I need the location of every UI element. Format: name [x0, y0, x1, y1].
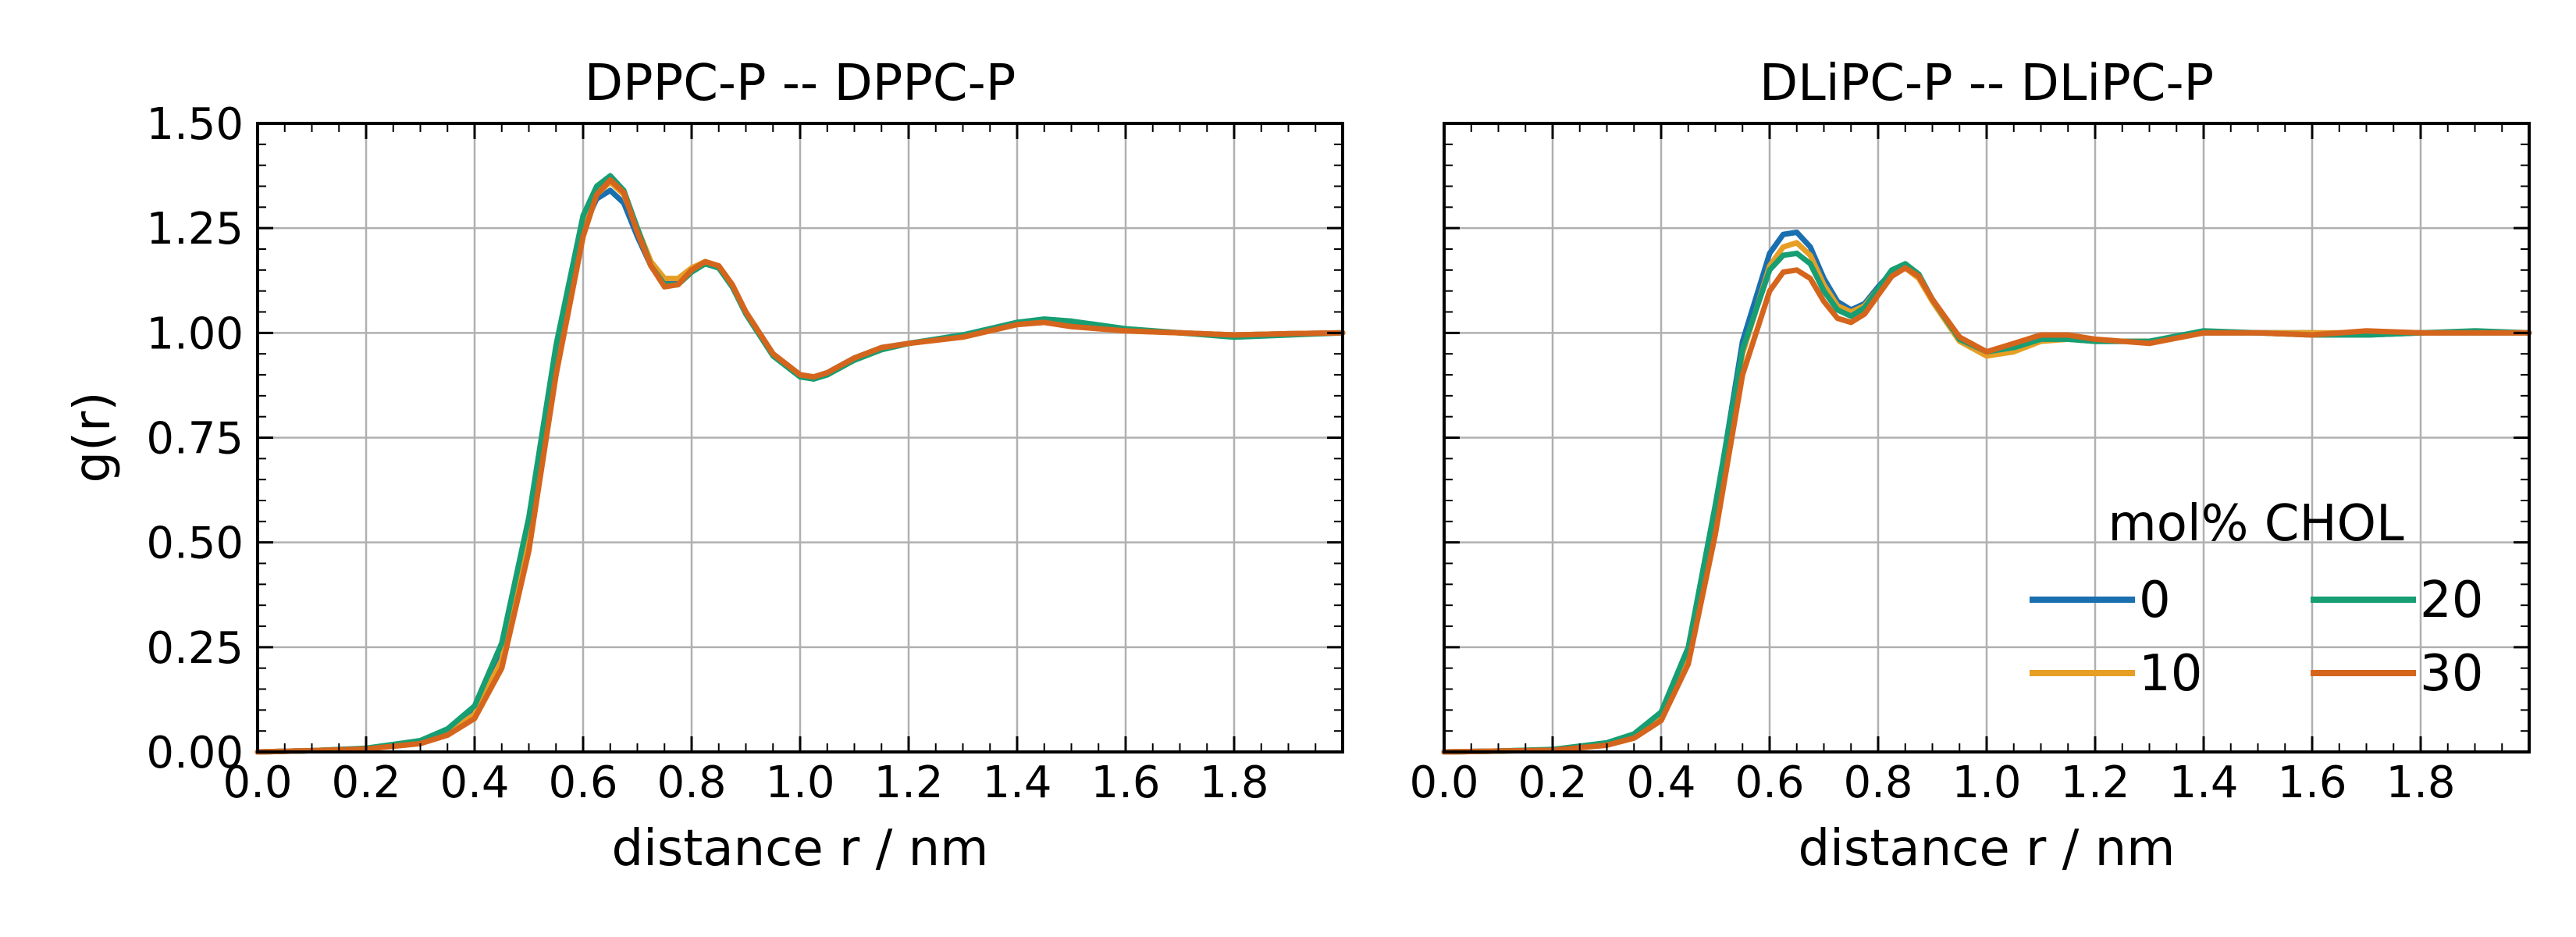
legend-label-1: 20 — [2420, 572, 2483, 629]
series-line-30 — [1441, 265, 2532, 755]
panel-title: DPPC-P -- DPPC-P — [585, 55, 1016, 112]
y-tick-labels: 0.00 0.25 0.50 0.75 1.00 1.25 1.50 — [146, 99, 244, 778]
panel-dlipc: 0.0 0.2 0.4 0.6 0.8 1.0 1.2 1.4 1.6 1.8 DLiPC-P -… — [1409, 55, 2532, 878]
legend: mol% CHOL 0 20 10 30 — [2030, 495, 2483, 703]
x-tick-label: 0.2 — [331, 757, 400, 808]
y-tick-label: 0.25 — [146, 623, 244, 674]
legend-label-0: 0 — [2139, 572, 2171, 629]
legend-title: mol% CHOL — [2108, 495, 2404, 553]
y-tick-label: 1.50 — [146, 99, 244, 150]
x-tick-label: 1.2 — [873, 757, 943, 808]
series-lines — [1441, 230, 2532, 755]
x-tick-labels: 0.0 0.2 0.4 0.6 0.8 1.0 1.2 1.4 1.6 1.8 — [222, 757, 1268, 808]
y-tick-label: 1.25 — [146, 204, 244, 255]
x-tick-label: 1.0 — [1952, 757, 2021, 808]
x-tick-label: 0.4 — [1626, 757, 1695, 808]
x-tick-label: 1.4 — [2169, 757, 2238, 808]
x-tick-label: 0.6 — [548, 757, 617, 808]
x-tick-label: 1.4 — [982, 757, 1051, 808]
x-axis-label: distance r / nm — [1799, 820, 2176, 878]
y-tick-label: 0.00 — [146, 728, 244, 778]
x-axis-label: distance r / nm — [612, 820, 989, 878]
x-tick-label: 0.6 — [1735, 757, 1804, 808]
x-tick-label: 1.8 — [1199, 757, 1268, 808]
legend-label-3: 30 — [2420, 645, 2483, 703]
y-axis-label: g(r) — [64, 392, 122, 483]
y-tick-label: 0.75 — [146, 414, 244, 465]
axis-ticks — [256, 122, 1343, 754]
x-tick-label: 0.8 — [656, 757, 726, 808]
x-tick-label: 1.2 — [2060, 757, 2129, 808]
series-line-30 — [254, 176, 1346, 755]
x-tick-labels: 0.0 0.2 0.4 0.6 0.8 1.0 1.2 1.4 1.6 1.8 — [1409, 757, 2455, 808]
x-tick-label: 0.2 — [1517, 757, 1587, 808]
y-tick-label: 0.50 — [146, 518, 244, 569]
panel-dppc: 0.0 0.2 0.4 0.6 0.8 1.0 1.2 1.4 1.6 1.8 0.000.250… — [64, 55, 1346, 878]
x-tick-label: 1.0 — [765, 757, 834, 808]
panel-title: DLiPC-P -- DLiPC-P — [1759, 55, 2214, 112]
x-tick-label: 0.8 — [1843, 757, 1912, 808]
x-tick-label: 0.4 — [439, 757, 509, 808]
x-tick-label: 0.0 — [1409, 757, 1478, 808]
series-lines — [254, 173, 1346, 755]
x-tick-label: 1.6 — [1091, 757, 1160, 808]
x-tick-label: 0.0 — [222, 757, 292, 808]
x-tick-label: 1.8 — [2386, 757, 2455, 808]
y-tick-label: 1.00 — [146, 308, 244, 359]
x-tick-label: 1.6 — [2277, 757, 2347, 808]
legend-label-2: 10 — [2139, 645, 2202, 703]
axis-ticks — [1443, 122, 2529, 754]
